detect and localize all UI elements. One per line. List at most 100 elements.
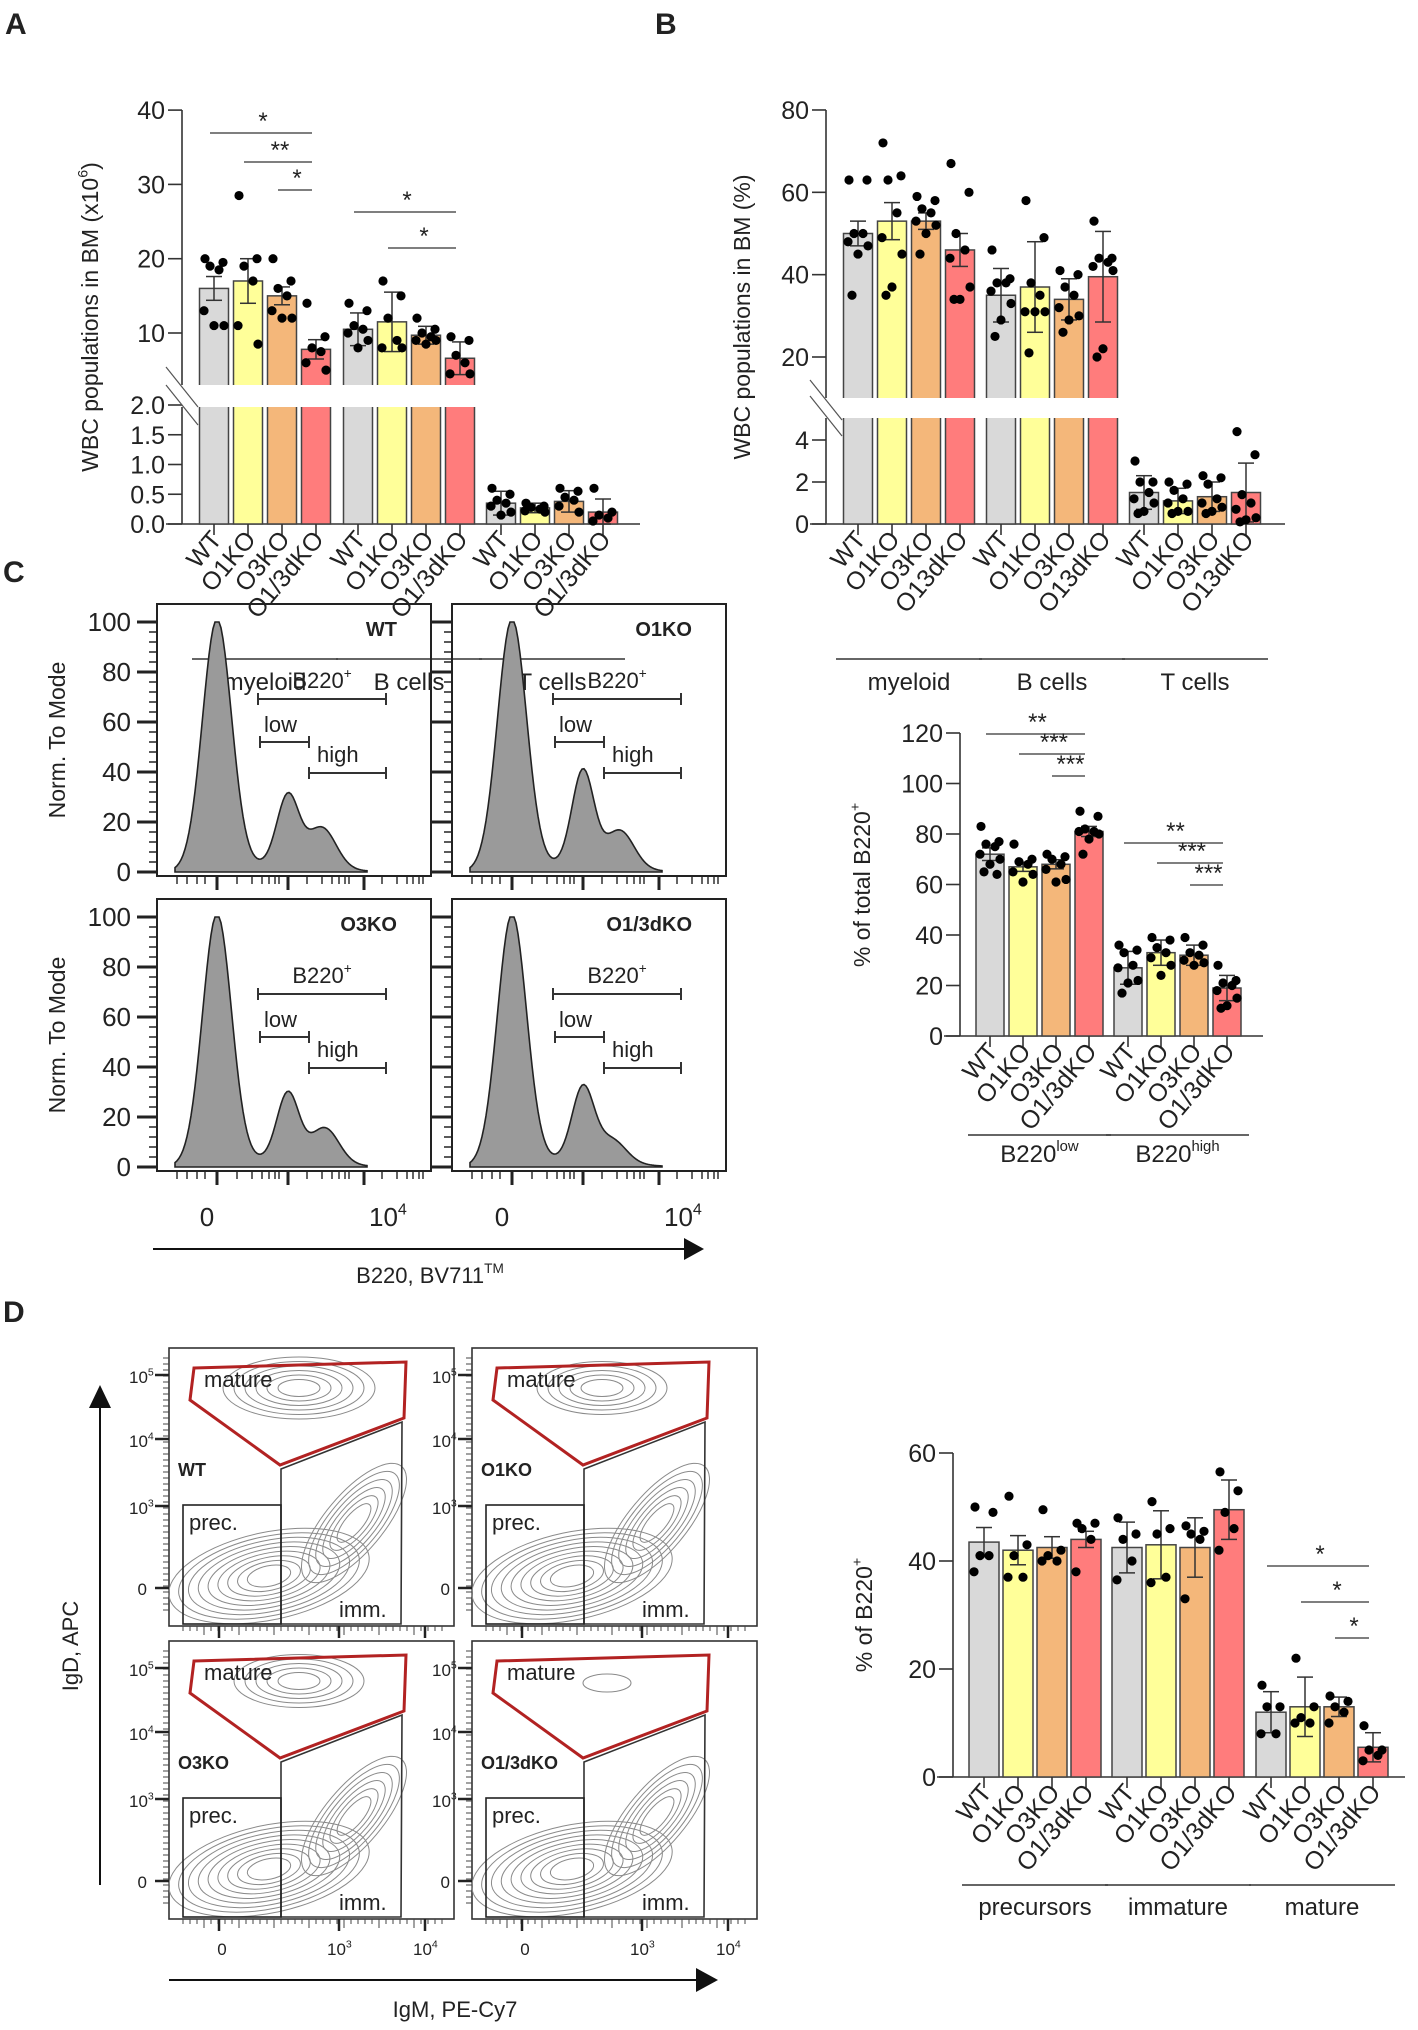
data-point xyxy=(1212,494,1222,504)
data-point xyxy=(1056,1545,1066,1555)
data-point xyxy=(844,175,854,185)
data-point xyxy=(1135,477,1145,487)
data-point xyxy=(1309,1702,1319,1712)
data-point xyxy=(1084,834,1094,844)
data-point xyxy=(1147,932,1157,943)
data-point xyxy=(1064,315,1074,325)
data-point xyxy=(931,220,941,230)
data-point xyxy=(1086,1534,1096,1544)
sample-label: WT xyxy=(178,1460,206,1480)
data-point xyxy=(1077,1524,1087,1534)
data-point xyxy=(1178,494,1188,504)
data-point xyxy=(1073,270,1083,280)
data-point xyxy=(858,228,868,239)
contour-line xyxy=(197,1834,341,1904)
data-point xyxy=(1093,811,1103,821)
y-tick-label: 0 xyxy=(929,1023,943,1051)
y-tick-label-sup: 4 xyxy=(148,1430,154,1442)
contour-line xyxy=(233,1361,365,1415)
data-point xyxy=(1152,943,1162,953)
data-point xyxy=(1231,504,1241,514)
y-tick-label: 105 xyxy=(129,1366,154,1387)
significance-label: * xyxy=(258,108,267,135)
y-tick-label: 104 xyxy=(432,1430,457,1451)
gate-label-immature: imm. xyxy=(339,1597,387,1622)
y-axis-title-end: ) xyxy=(77,162,103,170)
data-point xyxy=(1229,1524,1239,1534)
data-point xyxy=(540,507,550,517)
contour-line xyxy=(618,1478,696,1568)
data-point xyxy=(492,495,502,505)
data-point xyxy=(1179,955,1189,965)
data-point xyxy=(1161,1572,1171,1582)
contour-line xyxy=(530,1555,614,1597)
data-point xyxy=(1123,978,1133,988)
y-axis-title: % of total B220+ xyxy=(848,803,875,967)
x-axis-title: B220, BV711TM xyxy=(356,1261,504,1288)
y-tick-label-base: 10 xyxy=(432,1725,451,1744)
plot-frame xyxy=(451,898,727,1172)
y-tick-label-sup: 5 xyxy=(148,1366,154,1378)
data-point xyxy=(926,208,936,218)
x-tick-label-sup: 4 xyxy=(398,1200,407,1218)
data-point xyxy=(383,313,393,323)
data-point xyxy=(234,190,244,201)
data-point xyxy=(883,175,893,185)
data-point xyxy=(949,294,959,304)
gate-precursors xyxy=(182,1797,282,1918)
data-point xyxy=(951,228,961,239)
contour-line xyxy=(336,1503,372,1543)
data-point xyxy=(897,249,907,259)
contour-line xyxy=(255,1663,343,1699)
contour-line xyxy=(237,1852,301,1886)
y-tick-label-base: 10 xyxy=(432,1432,451,1451)
significance-label: *** xyxy=(1194,860,1222,887)
data-point xyxy=(1020,307,1030,317)
axis-break-gap xyxy=(827,398,1125,418)
y-tick-label: 104 xyxy=(432,1723,457,1744)
data-point xyxy=(986,286,996,296)
data-point xyxy=(1201,508,1211,519)
sample-label: O1/3dKO xyxy=(481,1753,558,1773)
significance-label: ** xyxy=(1166,818,1185,845)
bar-chart-A: 0.00.51.01.52.0 10 20 30 40 WBC populations i… xyxy=(76,97,640,696)
gate-label-b220-positive: B220+ xyxy=(587,961,646,988)
group-label: B220low xyxy=(1000,1139,1079,1168)
contour-line xyxy=(540,1559,604,1593)
panel-label-B: B xyxy=(655,8,677,41)
axis-break-mark xyxy=(165,366,199,408)
sample-label: O1KO xyxy=(481,1460,532,1480)
data-point xyxy=(353,343,363,353)
data-point xyxy=(446,332,456,342)
bar xyxy=(1070,1538,1102,1778)
y-tick-label: 0 xyxy=(795,511,809,539)
data-point xyxy=(1186,1529,1196,1539)
x-tick-label: 103 xyxy=(630,1938,655,1959)
contour-line xyxy=(277,1672,321,1690)
data-point xyxy=(1055,265,1065,276)
data-point xyxy=(1047,854,1057,864)
data-point xyxy=(1251,513,1261,523)
gate-label-b220-positive-sup: + xyxy=(639,666,647,681)
data-point xyxy=(921,228,931,239)
data-point xyxy=(1103,257,1113,267)
gate-mature xyxy=(188,1653,408,1760)
data-point xyxy=(1198,471,1208,481)
data-point xyxy=(377,343,387,353)
contour-line xyxy=(322,1780,386,1852)
contour-line xyxy=(632,1495,682,1551)
data-point xyxy=(1165,935,1175,945)
bar xyxy=(1002,1549,1034,1778)
y-tick-label-sup: 5 xyxy=(148,1659,154,1671)
y-axis-title: Norm. To Mode xyxy=(44,662,70,819)
group-label: myeloid xyxy=(224,669,307,696)
plot-frame xyxy=(471,1640,758,1920)
data-point xyxy=(1028,869,1038,880)
contour-line xyxy=(536,1361,668,1415)
y-tick-label: 0 xyxy=(138,1580,147,1599)
group-label: B220high xyxy=(1135,1139,1219,1168)
bar xyxy=(975,853,1005,1037)
data-point xyxy=(1098,344,1108,354)
bar xyxy=(910,220,942,525)
